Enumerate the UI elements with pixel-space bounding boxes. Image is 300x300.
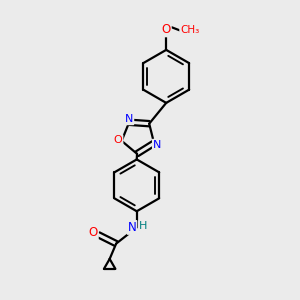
- Text: CH₃: CH₃: [180, 25, 200, 35]
- Text: N: N: [128, 221, 136, 234]
- Text: O: O: [88, 226, 98, 239]
- Text: O: O: [114, 135, 122, 145]
- Text: N: N: [125, 114, 134, 124]
- Text: N: N: [153, 140, 161, 150]
- Text: O: O: [162, 23, 171, 36]
- Text: H: H: [139, 221, 147, 231]
